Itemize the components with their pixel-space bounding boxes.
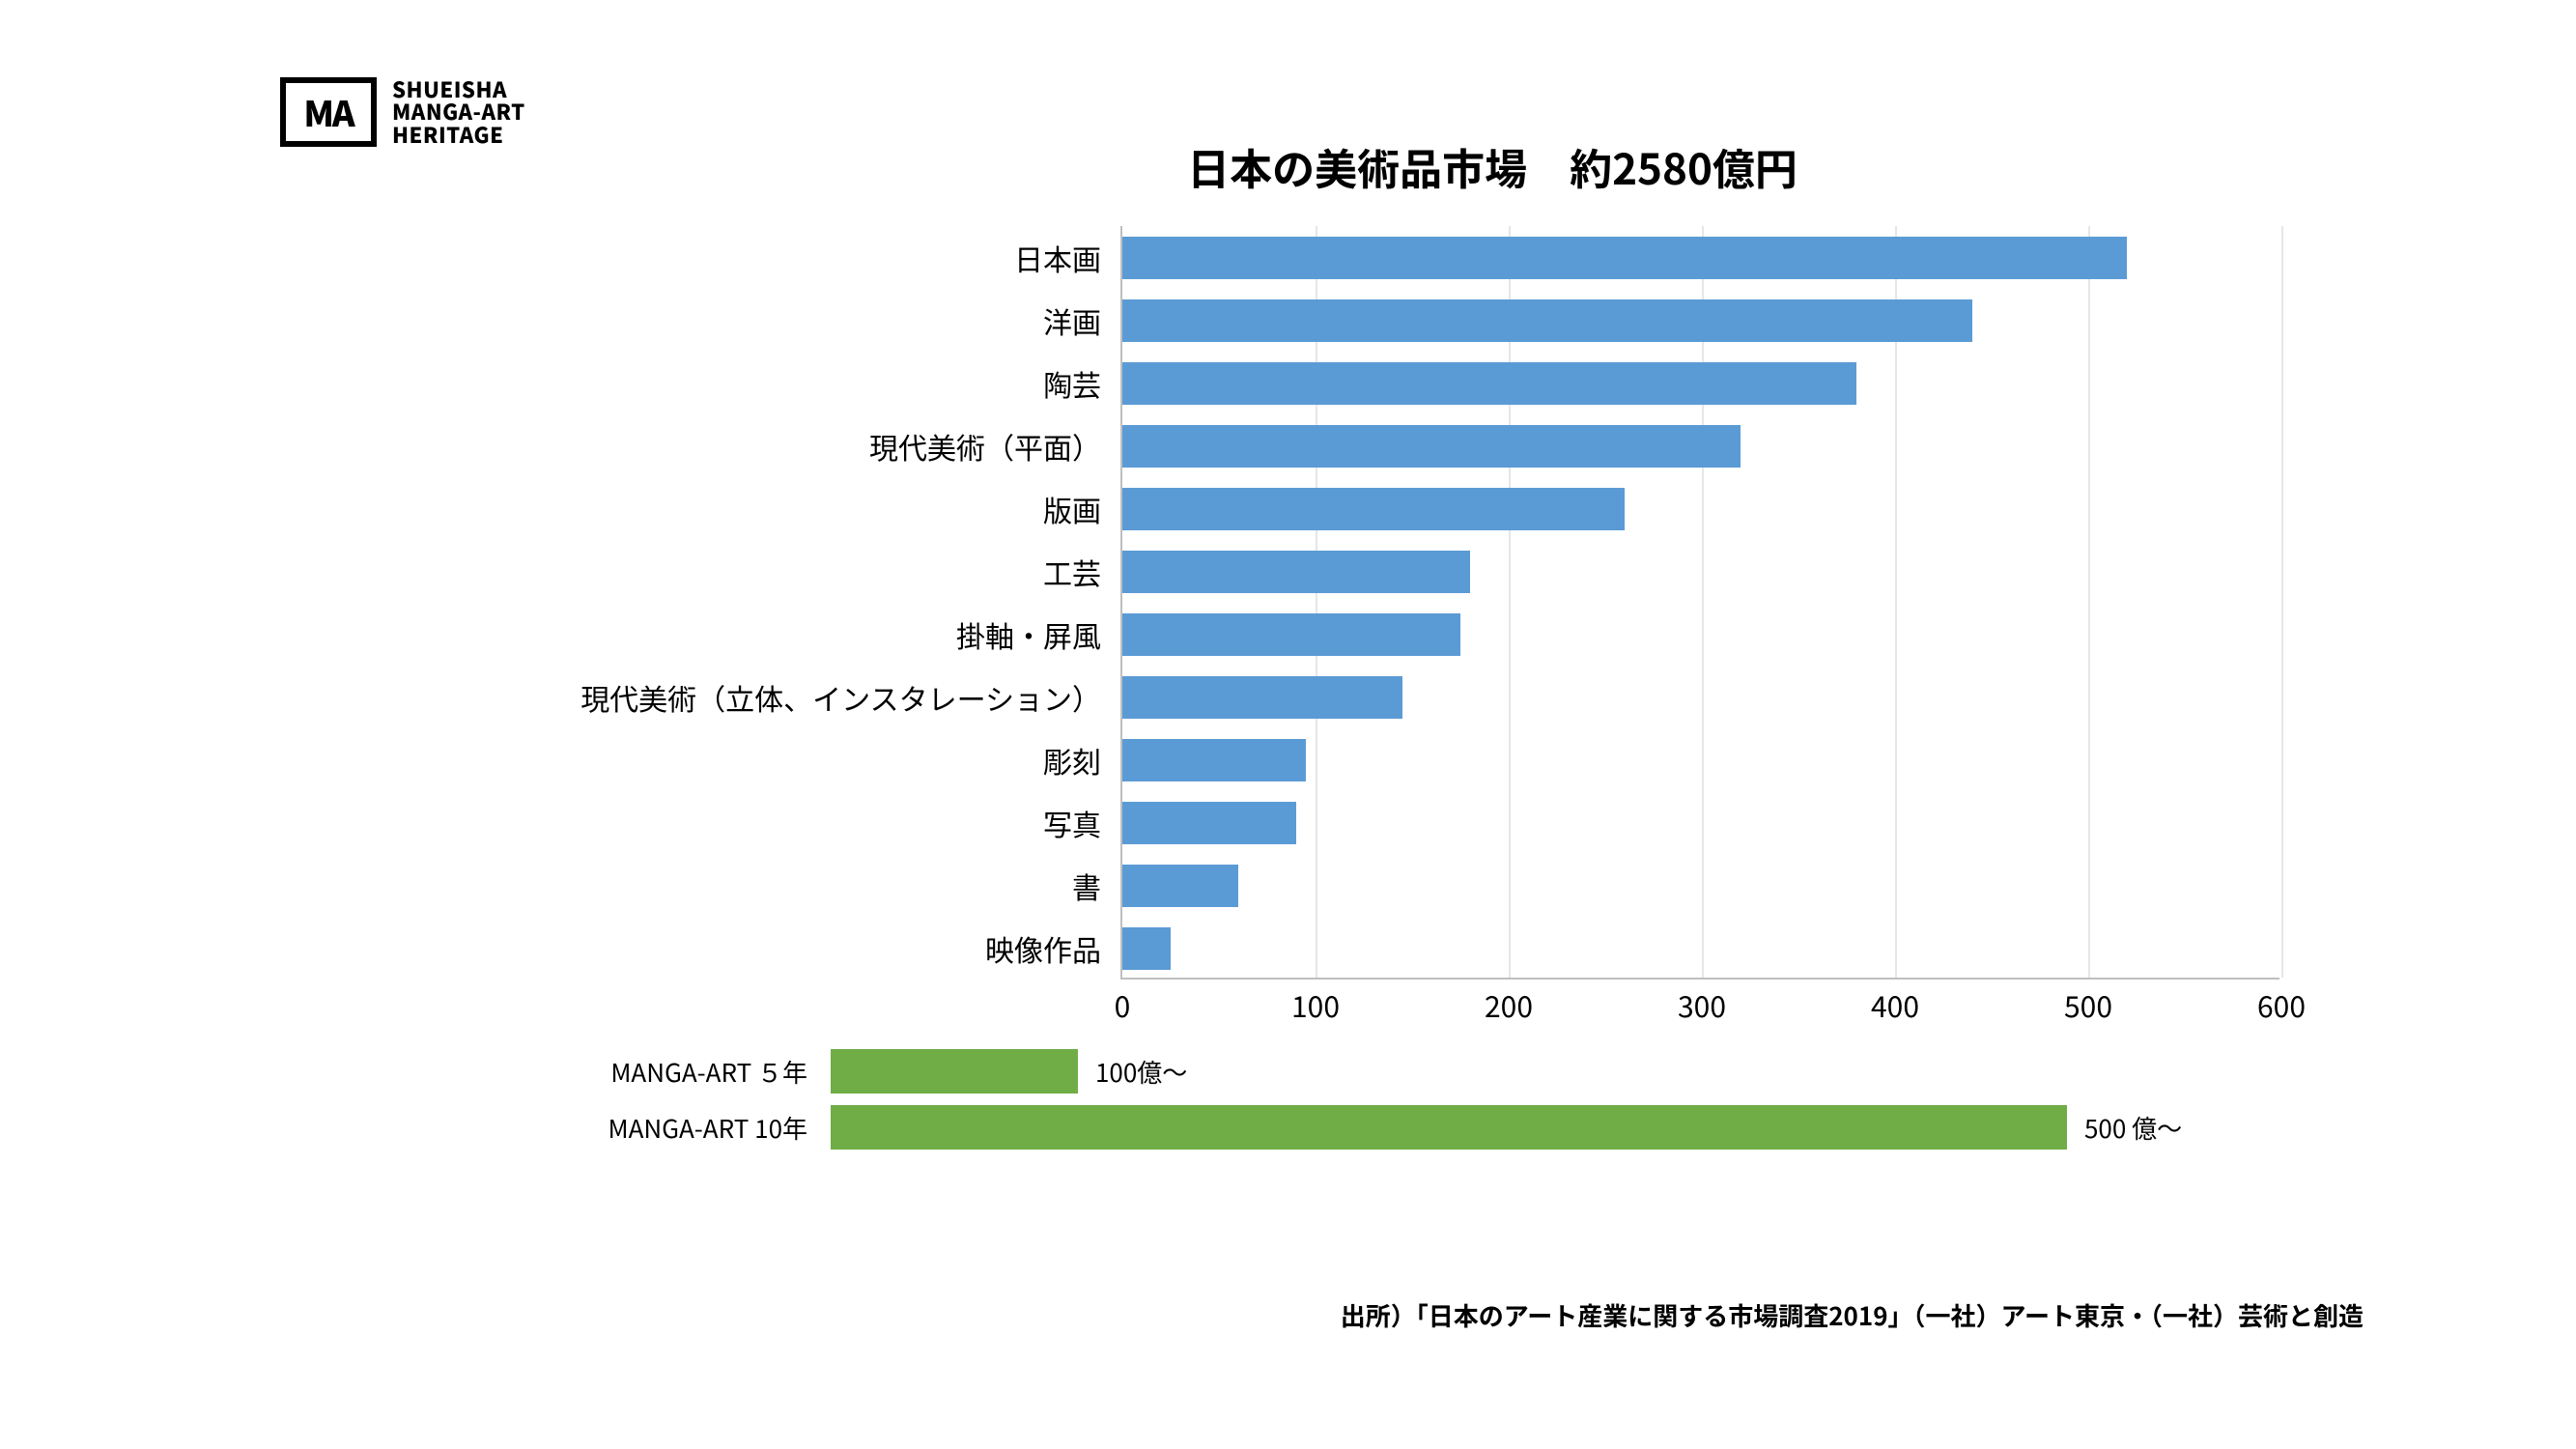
bar	[1122, 865, 1238, 907]
bar	[1122, 613, 1460, 656]
bar	[1122, 488, 1625, 530]
bar	[1122, 299, 1972, 342]
x-tick-label: 200	[1485, 983, 1533, 1026]
bar	[1122, 237, 2127, 279]
logo-text: SHUEISHA MANGA-ART HERITAGE	[392, 78, 525, 145]
bar	[1122, 927, 1171, 970]
category-label: 日本画	[695, 226, 1120, 289]
manga-label: MANGA-ART 10年	[518, 1110, 831, 1146]
category-label: 映像作品	[695, 917, 1120, 980]
gridline	[2088, 226, 2090, 978]
plot-wrap: 日本画洋画陶芸現代美術（平面）版画工芸掛軸・屏風現代美術（立体、インスタレーショ…	[695, 226, 2289, 980]
category-label: 工芸	[695, 540, 1120, 603]
x-tick-label: 400	[1871, 983, 1919, 1026]
page: MA SHUEISHA MANGA-ART HERITAGE 日本の美術品市場 …	[0, 0, 2576, 1449]
x-tick-label: 0	[1115, 983, 1131, 1026]
category-label: 写真	[695, 791, 1120, 854]
chart-title: 日本の美術品市場 約2580億円	[695, 135, 2289, 197]
logo-line-3: HERITAGE	[392, 124, 525, 146]
x-tick-label: 500	[2064, 983, 2112, 1026]
logo: MA SHUEISHA MANGA-ART HERITAGE	[280, 77, 525, 147]
category-label: 現代美術（立体、インスタレーション）	[695, 666, 1120, 728]
main-chart: 日本の美術品市場 約2580億円 日本画洋画陶芸現代美術（平面）版画工芸掛軸・屏…	[695, 135, 2289, 980]
x-tick-label: 100	[1291, 983, 1340, 1026]
y-axis-labels: 日本画洋画陶芸現代美術（平面）版画工芸掛軸・屏風現代美術（立体、インスタレーショ…	[695, 226, 1120, 980]
source-text: 出所）「日本のアート産業に関する市場調査2019」（一社）アート東京・（一社）芸…	[1341, 1297, 2364, 1333]
category-label: 書	[695, 854, 1120, 917]
bar	[1122, 425, 1741, 468]
gridline	[2281, 226, 2283, 978]
manga-bar	[831, 1105, 2067, 1150]
plot-area: 0100200300400500600	[1120, 226, 2279, 980]
manga-value-label: 500 億〜	[2067, 1110, 2182, 1146]
manga-bar	[831, 1049, 1078, 1094]
x-tick-label: 600	[2257, 983, 2306, 1026]
category-label: 彫刻	[695, 728, 1120, 791]
category-label: 掛軸・屏風	[695, 603, 1120, 666]
bar	[1122, 802, 1296, 844]
bar	[1122, 362, 1856, 405]
manga-bars: MANGA-ART ５年 100億〜 MANGA-ART 10年 500 億〜	[518, 1043, 2305, 1155]
category-label: 版画	[695, 477, 1120, 540]
manga-row: MANGA-ART 10年 500 億〜	[518, 1099, 2305, 1155]
category-label: 洋画	[695, 289, 1120, 352]
bar	[1122, 551, 1470, 593]
bar	[1122, 676, 1402, 719]
manga-value-label: 100億〜	[1078, 1054, 1187, 1090]
bar	[1122, 739, 1306, 781]
category-label: 陶芸	[695, 352, 1120, 414]
logo-mark: MA	[280, 77, 377, 147]
category-label: 現代美術（平面）	[695, 414, 1120, 477]
x-tick-label: 300	[1678, 983, 1726, 1026]
manga-label: MANGA-ART ５年	[518, 1054, 831, 1090]
manga-row: MANGA-ART ５年 100億〜	[518, 1043, 2305, 1099]
